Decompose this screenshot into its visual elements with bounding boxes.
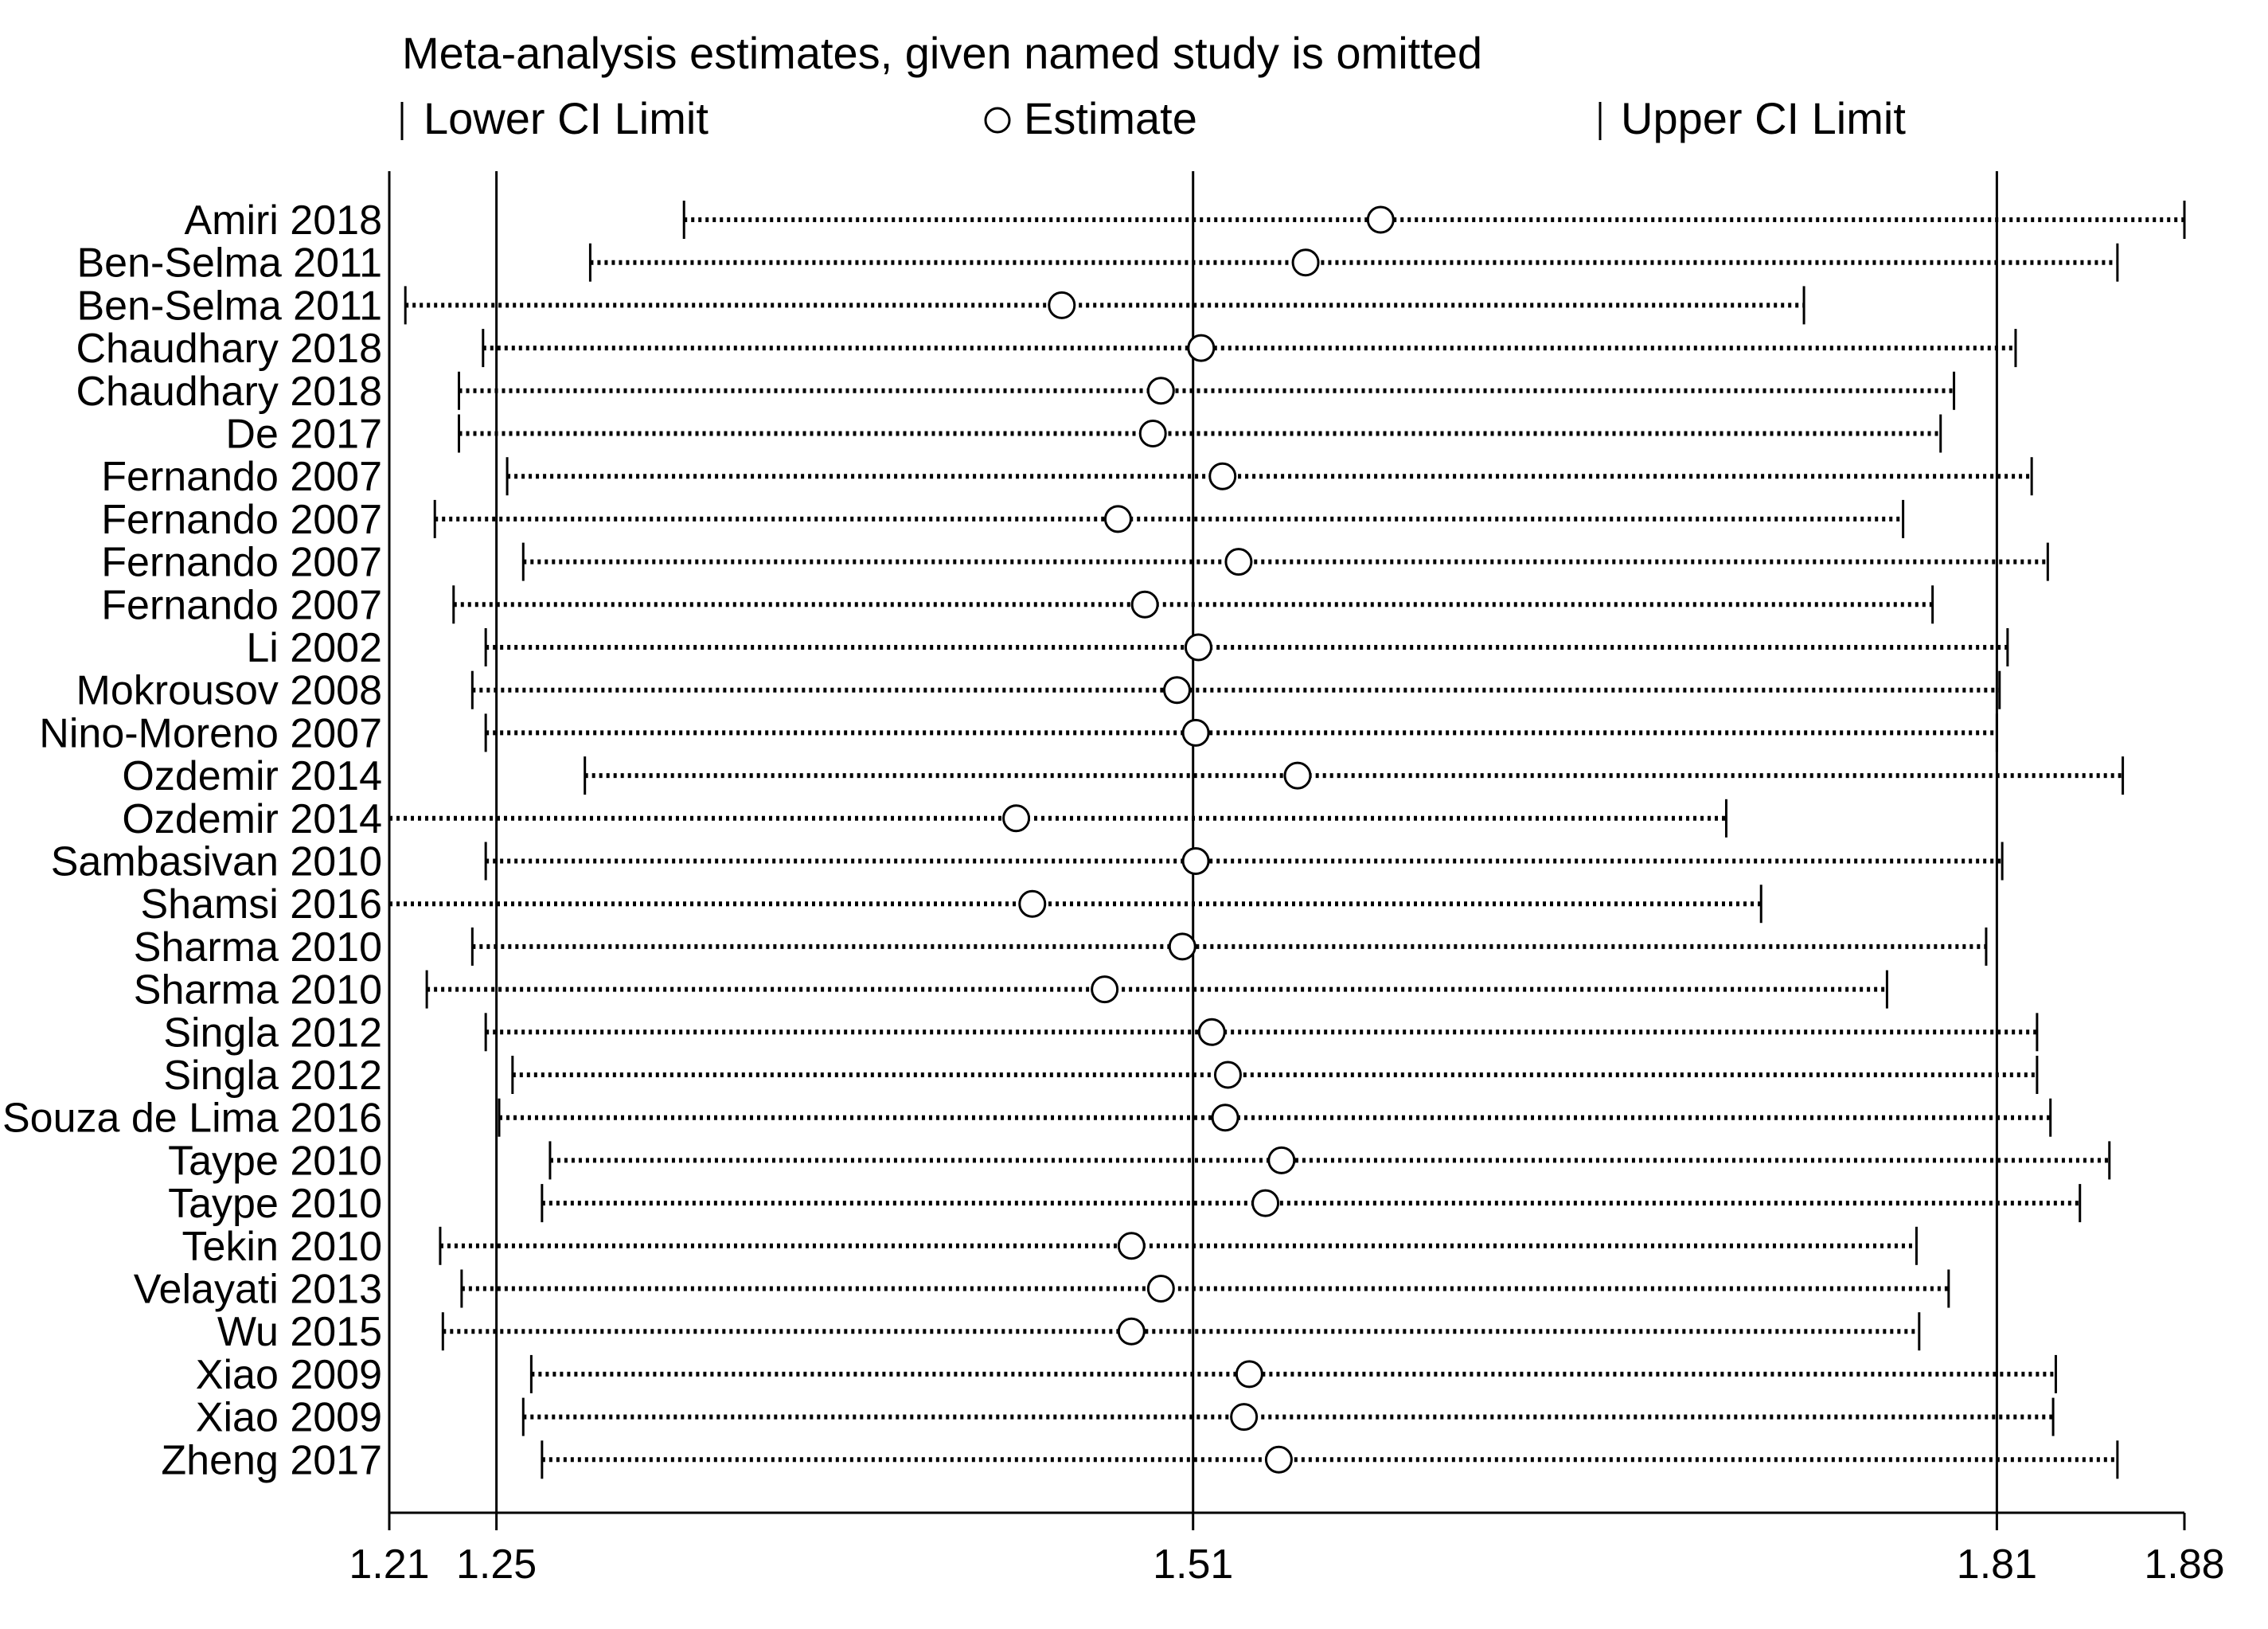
study-label: Tekin 2010: [182, 1224, 382, 1270]
estimate-marker: [1197, 1018, 1226, 1046]
x-tick-label: 1.81: [1957, 1541, 2037, 1588]
x-tick-label: 1.51: [1153, 1541, 1233, 1588]
study-label: Singla 2012: [163, 1053, 382, 1099]
study-label: Sambasivan 2010: [51, 839, 382, 885]
study-label: Shamsi 2016: [140, 881, 382, 928]
legend-estimate-label: Estimate: [1024, 93, 1197, 143]
study-label: Ozdemir 2014: [122, 753, 382, 799]
study-label: Sharma 2010: [134, 924, 382, 971]
estimate-marker: [1146, 1275, 1175, 1303]
study-label: Fernando 2007: [101, 540, 382, 586]
reference-lines: [495, 171, 1998, 1513]
estimate-marker: [1184, 633, 1212, 662]
estimate-marker: [1211, 1104, 1239, 1132]
x-tick-label: 1.25: [456, 1541, 537, 1588]
study-label: Xiao 2009: [196, 1352, 382, 1398]
estimate-marker: [1267, 1146, 1296, 1174]
study-label: Singla 2012: [163, 1010, 382, 1056]
study-label: Chaudhary 2018: [76, 369, 382, 415]
estimate-marker: [1224, 548, 1253, 576]
estimate-marker: [1208, 462, 1237, 490]
study-label: Chaudhary 2018: [76, 326, 382, 372]
study-label: Fernando 2007: [101, 497, 382, 543]
estimate-marker: [1117, 1317, 1146, 1346]
estimate-marker: [1138, 420, 1167, 447]
estimate-marker: [1117, 1232, 1146, 1260]
study-label: Zheng 2017: [161, 1437, 382, 1483]
estimate-marker: [1251, 1189, 1280, 1217]
study-label: Taype 2010: [168, 1181, 382, 1227]
study-label: Wu 2015: [217, 1309, 382, 1355]
estimate-marker: [1181, 718, 1210, 747]
estimate-marker: [1163, 676, 1192, 705]
estimate-marker: [1048, 291, 1076, 319]
study-label: Fernando 2007: [101, 582, 382, 628]
study-label: Ben-Selma 2011: [77, 240, 383, 287]
legend-lower-label: Lower CI Limit: [424, 93, 709, 143]
study-label: Amiri 2018: [184, 197, 382, 244]
legend-estimate-marker: [984, 107, 1011, 134]
x-tick-label: 1.88: [2144, 1541, 2224, 1588]
estimate-marker: [1187, 334, 1216, 362]
estimate-marker: [1235, 1360, 1263, 1389]
estimate-marker: [1018, 889, 1047, 918]
chart-title: Meta-analysis estimates, given named stu…: [402, 28, 1482, 78]
estimate-marker: [1264, 1445, 1293, 1474]
study-label: Taype 2010: [168, 1138, 382, 1184]
x-tick-label: 1.21: [349, 1541, 429, 1588]
study-label: Mokrousov 2008: [76, 668, 382, 714]
study-label: Souza de Lima 2016: [2, 1096, 382, 1142]
estimate-marker: [1283, 761, 1312, 790]
estimate-marker: [1181, 847, 1210, 875]
estimate-marker: [1103, 505, 1132, 533]
estimate-marker: [1146, 377, 1175, 405]
study-label: De 2017: [225, 412, 382, 458]
estimate-marker: [1230, 1403, 1259, 1432]
study-label: Li 2002: [246, 625, 382, 671]
study-label: Fernando 2007: [101, 454, 382, 500]
study-label: Velayati 2013: [134, 1267, 382, 1313]
study-label: Xiao 2009: [196, 1395, 382, 1441]
estimate-marker: [1091, 975, 1119, 1004]
study-label: Ben-Selma 2011: [77, 283, 383, 329]
study-label: Ozdemir 2014: [122, 796, 382, 842]
estimate-marker: [1130, 590, 1159, 619]
x-axis: 1.21 1.25 1.51 1.81 1.88: [349, 171, 2225, 1588]
estimate-marker: [1213, 1061, 1242, 1089]
estimate-marker: [1291, 248, 1320, 277]
legend-upper-label: Upper CI Limit: [1621, 93, 1906, 143]
estimate-marker: [1366, 205, 1395, 234]
estimate-marker: [1168, 932, 1196, 961]
estimate-marker: [1002, 804, 1031, 833]
study-label: Sharma 2010: [134, 967, 382, 1014]
legend: Lower CI Limit Estimate Upper CI Limit: [400, 93, 1906, 143]
study-label: Nino-Moreno 2007: [39, 710, 382, 756]
